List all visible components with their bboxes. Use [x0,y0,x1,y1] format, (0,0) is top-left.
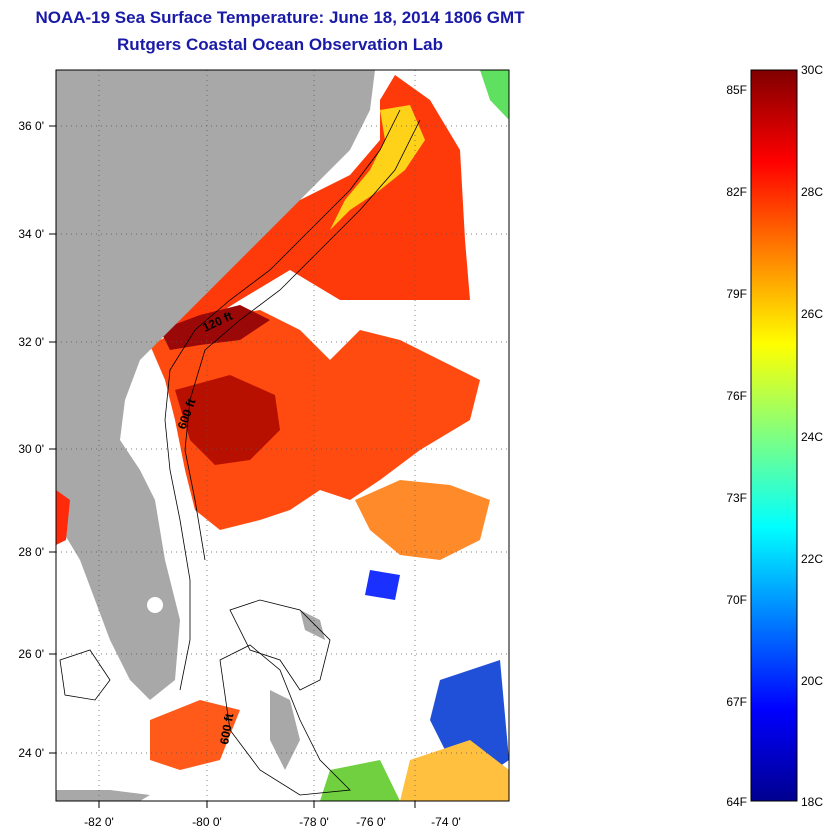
lon-label: -80 0' [192,815,222,829]
gulf-coast-water [56,490,70,545]
c-label: 18C [801,795,823,809]
warm-patch-south [400,740,509,801]
lat-label: 24 0' [18,746,44,760]
lat-label: 30 0' [18,442,44,456]
hot-core-water [175,375,280,465]
f-label: 70F [726,593,747,607]
map-subtitle: Rutgers Coastal Ocean Observation Lab [117,35,443,54]
c-label: 26C [801,307,823,321]
f-label: 76F [726,389,747,403]
lat-label: 28 0' [18,545,44,559]
bahamas-island [270,690,300,770]
lat-label: 34 0' [18,227,44,241]
orange-offshore-water [355,480,490,560]
colorbar-celsius-labels: 30C 28C 26C 24C 22C 20C 18C [801,63,823,809]
lat-label: 32 0' [18,335,44,349]
lon-label: -82 0' [84,815,114,829]
f-label: 82F [726,185,747,199]
blue-patch [365,570,400,600]
bahamas-islet [300,610,325,640]
latitude-labels: 36 0' 34 0' 32 0' 30 0' 28 0' 26 0' 24 0… [18,119,44,760]
lon-label: -78 0' [299,815,329,829]
map-frame [55,69,510,802]
f-label: 79F [726,287,747,301]
graticule [56,70,509,801]
cuba-coast [56,790,150,801]
us-mainland [56,70,375,700]
f-label: 64F [726,795,747,809]
map-panel: 120 ft 600 ft 600 ft [56,70,509,801]
colorbar [750,69,798,802]
c-label: 28C [801,185,823,199]
f-label: 67F [726,695,747,709]
lat-label: 26 0' [18,647,44,661]
colorbar-fahrenheit-labels: 85F 82F 79F 76F 73F 70F 67F 64F [726,83,747,809]
lon-label: -74 0' [431,815,461,829]
cool-coastal-water [330,105,425,230]
gulf-stream-water [150,310,480,530]
lake-okeechobee [147,597,163,613]
map-title: NOAA-19 Sea Surface Temperature: June 18… [35,8,525,27]
hot-nearshore-water [160,305,270,350]
f-label: 73F [726,491,747,505]
c-label: 22C [801,552,823,566]
lat-label: 36 0' [18,119,44,133]
lon-label: -76 0' [356,815,386,829]
sst-field [150,70,509,801]
contour-label-600ft-south: 600 ft [217,712,236,745]
longitude-labels: -82 0' -80 0' -78 0' -76 0' -74 0' [84,815,461,829]
land [56,70,375,801]
map-ticks [49,125,416,808]
florida-straits-water [150,700,240,770]
c-label: 20C [801,674,823,688]
cool-patch-north [480,70,509,120]
bathymetry-contours [59,109,421,796]
c-label: 30C [801,63,823,77]
f-label: 85F [726,83,747,97]
c-label: 24C [801,430,823,444]
